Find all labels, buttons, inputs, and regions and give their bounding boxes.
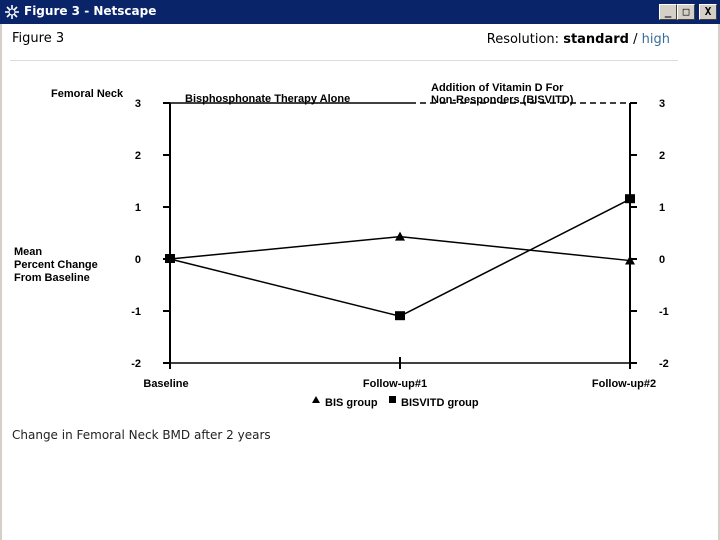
resolution-standard: standard: [563, 32, 629, 47]
site-label: Femoral Neck: [51, 88, 124, 100]
y-ticks: 3 3 2 2 1 1 0 0 -1 -1 -2 -2: [131, 98, 669, 370]
y-tick-label-left: 2: [135, 150, 141, 162]
bisvitd-point: [165, 254, 175, 263]
y-tick-label-left: 3: [135, 98, 141, 110]
y-tick-label-right: 1: [659, 202, 665, 214]
ylabel-line-3: From Baseline: [14, 272, 90, 284]
series-markers: [165, 194, 635, 321]
close-button[interactable]: X: [699, 4, 717, 20]
legend-square-marker: [389, 396, 396, 403]
phase-label-vitd-1: Addition of Vitamin D For: [431, 82, 564, 94]
y-tick-label-right: -1: [659, 306, 669, 318]
x-tick-label-baseline: Baseline: [143, 378, 188, 390]
series-line-bisvitd: [169, 198, 631, 317]
legend-bis-label: BIS group: [325, 397, 378, 409]
bis-point: [395, 231, 405, 241]
header-divider: [10, 60, 678, 61]
x-tick-label-followup2: Follow-up#2: [592, 378, 656, 390]
ylabel-line-2: Percent Change: [14, 259, 98, 271]
minimize-button[interactable]: _: [659, 4, 677, 20]
y-tick-label-left: -1: [131, 306, 141, 318]
y-tick-label-right: 0: [659, 254, 665, 266]
resolution-high-link[interactable]: high: [641, 32, 670, 47]
y-tick-label-left: 0: [135, 254, 141, 266]
ylabel-line-1: Mean: [14, 246, 42, 258]
bisvitd-point: [395, 311, 405, 321]
window-title: Figure 3 - Netscape: [24, 4, 157, 18]
figure-caption: Change in Femoral Neck BMD after 2 years: [12, 428, 271, 442]
figure-title: Figure 3: [12, 31, 65, 46]
resolution-label: Resolution:: [486, 32, 560, 47]
phase-label-vitd-2: Non-Responders (BISVITD): [431, 94, 574, 106]
resolution-selector: Resolution: standard / high: [487, 32, 670, 47]
y-tick-label-right: -2: [659, 358, 669, 370]
y-tick-label-left: 1: [135, 202, 141, 214]
bis-point: [625, 255, 635, 265]
phase-label-bis: Bisphosphonate Therapy Alone: [185, 93, 350, 105]
y-tick-label-right: 3: [659, 98, 665, 110]
legend-bisvitd-label: BISVITD group: [401, 397, 479, 409]
window-frame: [0, 24, 720, 540]
y-tick-label-right: 2: [659, 150, 665, 162]
legend-triangle-marker: [312, 396, 320, 403]
x-tick-label-followup1: Follow-up#1: [363, 378, 427, 390]
series-lines: [169, 198, 631, 317]
resolution-separator: /: [633, 32, 638, 47]
bisvitd-point: [625, 194, 635, 204]
window-titlebar[interactable]: Figure 3 - Netscape _ □ X: [0, 0, 720, 24]
y-tick-label-left: -2: [131, 358, 141, 370]
netscape-icon: [4, 4, 20, 20]
maximize-button[interactable]: □: [677, 4, 695, 20]
